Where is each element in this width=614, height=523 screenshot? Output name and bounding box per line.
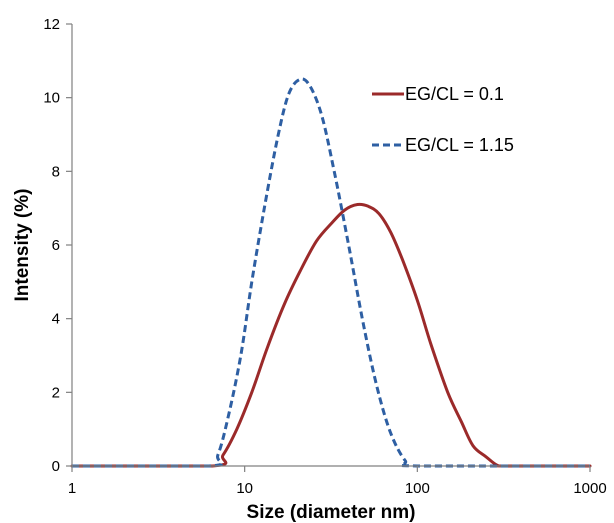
- y-tick-label: 8: [52, 163, 60, 180]
- x-tick-label: 100: [405, 480, 430, 497]
- legend-label-2: EG/CL = 1.15: [405, 135, 514, 155]
- series-line-1: [70, 202, 592, 468]
- y-tick-label: 2: [52, 384, 60, 401]
- x-tick-label: 1000: [573, 480, 606, 497]
- y-tick-label: 10: [43, 90, 60, 107]
- y-tick-label: 0: [52, 458, 60, 475]
- y-tick-label: 4: [52, 311, 60, 328]
- x-tick-label: 10: [236, 480, 253, 497]
- legend-label-1: EG/CL = 0.1: [405, 84, 504, 104]
- y-tick-label: 12: [43, 16, 60, 33]
- x-tick-label: 1: [68, 480, 76, 497]
- y-axis-title: Intensity (%): [12, 189, 33, 302]
- x-axis-title: Size (diameter nm): [247, 502, 416, 523]
- y-tick-label: 6: [52, 237, 60, 254]
- series-line-2: [72, 77, 590, 468]
